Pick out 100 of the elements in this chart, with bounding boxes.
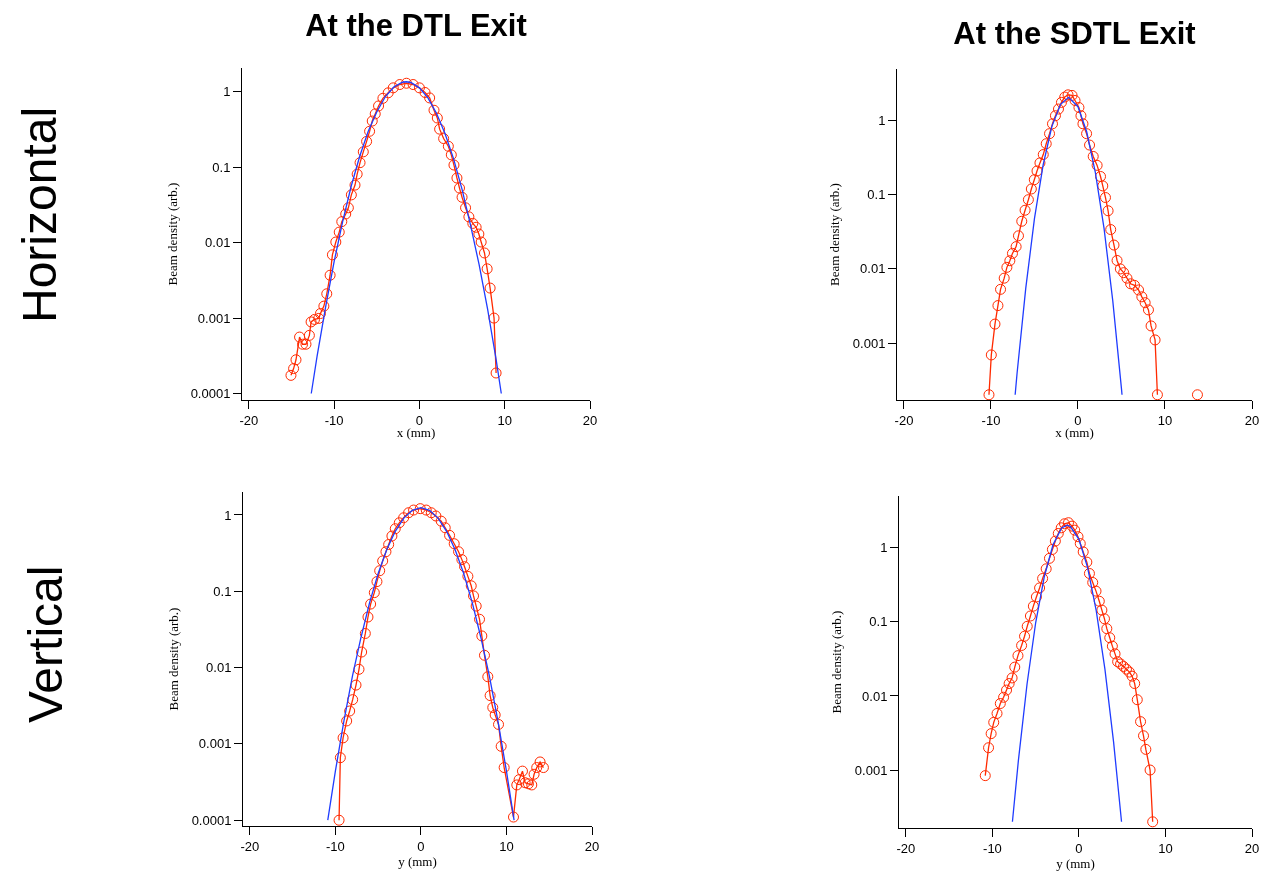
point (1024, 610, 1036, 622)
point (407, 79, 419, 91)
point (1098, 613, 1110, 625)
point (453, 546, 465, 558)
x-tick-label: 20 (1244, 412, 1260, 428)
point (439, 522, 451, 534)
point (383, 539, 395, 551)
point (419, 86, 431, 98)
point (1016, 215, 1028, 227)
point (326, 249, 338, 261)
point (998, 691, 1010, 703)
point (1072, 531, 1084, 543)
point (380, 546, 392, 558)
point (1073, 102, 1085, 114)
point (414, 503, 426, 515)
y-tick-label: 0.0001 (191, 812, 232, 828)
y-tick-label: 0.001 (197, 310, 231, 326)
point (454, 182, 465, 194)
point (1081, 128, 1093, 140)
point (1055, 522, 1067, 534)
y-tick-label: 0.1 (212, 159, 231, 175)
point (371, 576, 383, 588)
point (425, 507, 437, 519)
point (1109, 648, 1121, 660)
point (507, 811, 519, 823)
point (314, 308, 326, 319)
point (985, 349, 997, 361)
point (1066, 89, 1078, 101)
text: Horizontal (13, 106, 66, 323)
point (1037, 149, 1049, 161)
point (1034, 582, 1046, 594)
point (1097, 180, 1109, 192)
point (1074, 538, 1086, 550)
point (1114, 263, 1126, 275)
point (1139, 297, 1151, 309)
point (1037, 572, 1049, 584)
point (463, 211, 475, 223)
point (534, 756, 546, 768)
point (495, 740, 507, 752)
point (1052, 527, 1064, 539)
point (478, 247, 490, 259)
point (994, 698, 1006, 710)
point (1043, 552, 1055, 564)
point (362, 611, 374, 623)
point (1019, 630, 1031, 642)
point (1126, 670, 1138, 682)
point (434, 123, 446, 135)
point (336, 216, 348, 228)
point (1129, 678, 1141, 690)
point (303, 329, 315, 341)
x-tick-label: -20 (894, 412, 914, 428)
point (998, 272, 1010, 284)
point (1025, 183, 1037, 195)
point (387, 82, 399, 94)
point (1001, 684, 1013, 696)
point (333, 814, 345, 826)
point (288, 363, 300, 375)
point (334, 752, 346, 764)
x-axis-title: x (mm) (396, 425, 436, 440)
point (333, 226, 345, 238)
point (468, 590, 480, 602)
x-tick-label: -20 (896, 840, 916, 856)
x-tick-label: 0 (1074, 412, 1082, 428)
point (1106, 640, 1118, 652)
point (1052, 103, 1064, 115)
point (1131, 694, 1143, 706)
point (498, 762, 510, 774)
point (285, 369, 297, 381)
y-axis-title: Beam density (arb.) (165, 607, 181, 711)
point (1121, 272, 1133, 284)
point (1136, 291, 1148, 303)
point (1031, 165, 1043, 177)
point (467, 217, 479, 229)
point (1083, 567, 1095, 579)
point (1069, 94, 1081, 106)
point (1016, 639, 1028, 651)
point (1077, 546, 1089, 558)
point (1028, 174, 1040, 186)
point (1135, 716, 1147, 728)
point (373, 100, 385, 112)
point (991, 707, 1003, 719)
point (1144, 764, 1156, 776)
point (1140, 743, 1152, 755)
point (345, 189, 357, 201)
y-tick-label: 0.01 (205, 235, 231, 251)
point (1006, 672, 1018, 684)
point (1095, 170, 1107, 182)
point (309, 313, 320, 325)
point (1149, 334, 1161, 346)
point (448, 159, 460, 171)
point (979, 770, 991, 782)
point (1096, 604, 1108, 616)
point (1104, 632, 1116, 644)
point (1108, 239, 1120, 251)
point (400, 77, 412, 89)
x-tick-label: 0 (1075, 840, 1083, 856)
point (344, 705, 356, 717)
point (1027, 600, 1039, 612)
point (420, 504, 432, 516)
point (1012, 230, 1024, 242)
